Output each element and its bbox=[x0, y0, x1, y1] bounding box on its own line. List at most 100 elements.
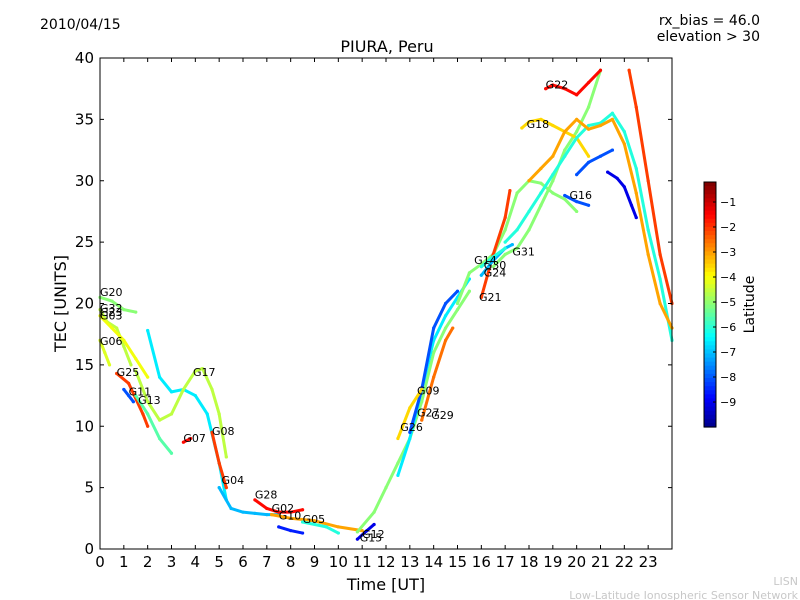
series-line bbox=[527, 117, 674, 330]
data-point bbox=[586, 154, 591, 158]
data-point bbox=[622, 130, 626, 134]
colorbar-tick-label: −5 bbox=[720, 296, 736, 309]
data-point bbox=[146, 412, 150, 416]
data-point bbox=[420, 387, 424, 392]
series-g16b bbox=[503, 111, 674, 342]
colorbar-segment bbox=[704, 390, 716, 395]
colorbar-segment bbox=[704, 255, 716, 261]
x-tick-label: 5 bbox=[214, 553, 224, 571]
x-tick-label: 18 bbox=[519, 553, 538, 571]
data-point bbox=[503, 240, 507, 244]
data-point bbox=[575, 173, 579, 177]
data-point bbox=[134, 369, 138, 373]
colorbar-segment bbox=[704, 239, 716, 244]
data-point bbox=[103, 351, 107, 355]
data-point bbox=[300, 508, 305, 512]
data-point bbox=[241, 510, 245, 514]
data-point bbox=[503, 246, 507, 250]
data-point bbox=[193, 369, 197, 373]
data-point bbox=[551, 154, 555, 158]
data-point bbox=[157, 375, 162, 379]
data-point bbox=[210, 430, 214, 434]
data-point bbox=[312, 519, 317, 523]
series-g22 bbox=[544, 68, 603, 97]
satellite-label: G29 bbox=[431, 409, 454, 422]
colorbar-frame bbox=[703, 181, 717, 428]
data-point bbox=[265, 506, 269, 511]
series-g03 bbox=[606, 170, 638, 220]
data-point bbox=[443, 326, 448, 330]
data-point bbox=[563, 197, 567, 201]
series-g23 bbox=[98, 314, 150, 379]
y-tick-label: 15 bbox=[75, 356, 94, 374]
data-point bbox=[146, 400, 150, 404]
data-point bbox=[129, 363, 133, 367]
data-point bbox=[224, 486, 228, 490]
data-point bbox=[107, 363, 112, 367]
series-g29 bbox=[420, 326, 455, 422]
data-point bbox=[451, 326, 455, 330]
series-g16 bbox=[563, 193, 591, 207]
colorbar-segment bbox=[704, 275, 716, 281]
colorbar-tick-label: −9 bbox=[720, 396, 736, 409]
colorbar-segment bbox=[704, 312, 716, 318]
data-point bbox=[479, 295, 483, 299]
data-point bbox=[539, 117, 543, 121]
data-point bbox=[253, 511, 257, 516]
data-point bbox=[575, 130, 579, 134]
x-tick-label: 3 bbox=[167, 553, 177, 571]
data-point bbox=[141, 412, 145, 416]
data-point bbox=[384, 486, 388, 490]
colorbar-label: Latitude bbox=[742, 276, 758, 334]
satellite-label: G12 bbox=[362, 528, 385, 541]
data-point bbox=[265, 513, 269, 517]
series-line bbox=[456, 179, 579, 305]
y-tick-label: 35 bbox=[75, 110, 94, 128]
data-point bbox=[467, 271, 472, 275]
data-point bbox=[563, 87, 567, 91]
data-point bbox=[205, 412, 209, 416]
x-tick-label: 13 bbox=[400, 553, 419, 571]
colorbar-segment bbox=[704, 422, 716, 428]
colorbar-tick-label: −3 bbox=[720, 246, 736, 259]
series-line bbox=[491, 68, 602, 269]
satellite-label: G16 bbox=[570, 189, 593, 202]
satellite-label: G06 bbox=[100, 335, 123, 348]
series-g10 bbox=[277, 525, 305, 535]
y-tick-label: 10 bbox=[75, 417, 94, 435]
x-axis-label: Time [UT] bbox=[346, 575, 425, 594]
data-point bbox=[443, 338, 448, 342]
data-point bbox=[365, 528, 369, 533]
data-point bbox=[253, 498, 257, 502]
x-tick-label: 12 bbox=[376, 553, 395, 571]
data-point bbox=[455, 308, 460, 312]
colorbar-tick-label: −1 bbox=[720, 196, 736, 209]
data-point bbox=[610, 117, 615, 121]
y-tick-label: 25 bbox=[75, 233, 94, 251]
data-point bbox=[432, 326, 436, 330]
data-point bbox=[408, 436, 412, 441]
data-point bbox=[527, 209, 531, 214]
satellite-label: G04 bbox=[222, 474, 245, 487]
data-point bbox=[336, 525, 340, 529]
y-tick-label: 40 bbox=[75, 49, 94, 67]
colorbar-segment bbox=[704, 263, 716, 269]
y-tick-label: 0 bbox=[84, 540, 94, 558]
data-point bbox=[300, 520, 305, 524]
series-line bbox=[420, 326, 455, 422]
colorbar-segment bbox=[704, 202, 716, 208]
x-tick-label: 15 bbox=[448, 553, 467, 571]
colorbar-segment bbox=[704, 226, 716, 232]
data-point bbox=[217, 486, 221, 490]
x-tick-label: 8 bbox=[286, 553, 296, 571]
data-point bbox=[122, 308, 126, 312]
colorbar-segment bbox=[704, 320, 716, 326]
data-point bbox=[606, 170, 610, 174]
data-point bbox=[188, 436, 193, 441]
satellite-label: G14 bbox=[474, 254, 497, 267]
x-tick-label: 23 bbox=[639, 553, 658, 571]
data-point bbox=[467, 289, 472, 293]
colorbar-segment bbox=[704, 337, 716, 342]
series-line bbox=[575, 148, 614, 177]
